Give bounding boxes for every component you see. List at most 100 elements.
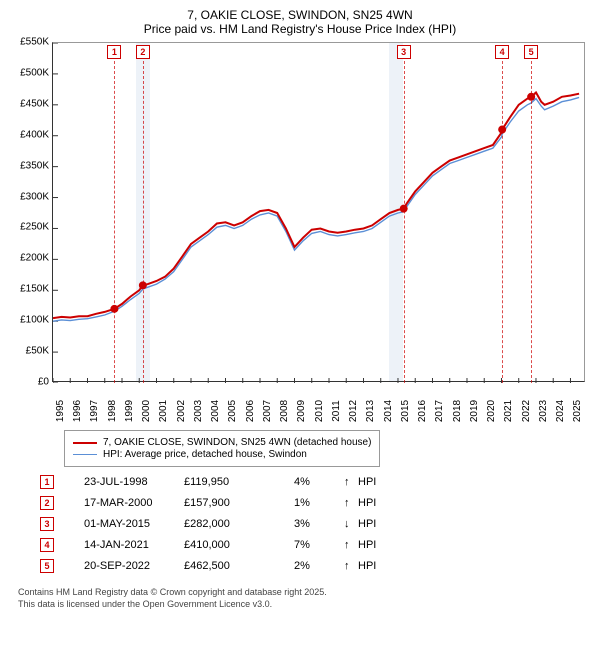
transaction-row: 414-JAN-2021£410,0007%↑HPI <box>40 538 590 552</box>
x-tick-label: 2000 <box>141 400 152 422</box>
x-tick-label: 2010 <box>314 400 325 422</box>
y-tick-label: £400K <box>20 129 49 140</box>
x-tick-label: 2006 <box>245 400 256 422</box>
x-tick-label: 2016 <box>417 400 428 422</box>
footer-line-2: This data is licensed under the Open Gov… <box>18 599 590 611</box>
x-tick-label: 2017 <box>434 400 445 422</box>
y-tick-label: £100K <box>20 315 49 326</box>
tx-hpi-label: HPI <box>358 539 388 551</box>
x-tick-label: 2001 <box>158 400 169 422</box>
legend-item: HPI: Average price, detached house, Swin… <box>73 449 371 460</box>
y-tick-label: £250K <box>20 222 49 233</box>
x-axis: 1995199619971998199920002001200220032004… <box>52 385 585 422</box>
transaction-row: 520-SEP-2022£462,5002%↑HPI <box>40 559 590 573</box>
chart-area: £0£50K£100K£150K£200K£250K£300K£350K£400… <box>10 42 590 422</box>
tx-date: 14-JAN-2021 <box>54 539 184 551</box>
tx-price: £282,000 <box>184 518 294 530</box>
x-tick-label: 2013 <box>365 400 376 422</box>
tx-date: 01-MAY-2015 <box>54 518 184 530</box>
x-tick-label: 1998 <box>107 400 118 422</box>
tx-pct: 7% <box>294 539 344 551</box>
chart-svg <box>53 43 586 383</box>
x-tick-label: 2003 <box>193 400 204 422</box>
transaction-row: 123-JUL-1998£119,9504%↑HPI <box>40 475 590 489</box>
x-tick-label: 2009 <box>296 400 307 422</box>
tx-number-box: 5 <box>40 559 54 573</box>
x-tick-label: 2019 <box>469 400 480 422</box>
title-line-2: Price paid vs. HM Land Registry's House … <box>10 22 590 36</box>
x-tick-label: 2011 <box>331 400 342 422</box>
tx-arrow-icon: ↑ <box>344 539 358 551</box>
tx-date: 23-JUL-1998 <box>54 476 184 488</box>
tx-pct: 1% <box>294 497 344 509</box>
y-tick-label: £500K <box>20 67 49 78</box>
tx-number-box: 3 <box>40 517 54 531</box>
tx-hpi-label: HPI <box>358 560 388 572</box>
legend-swatch <box>73 442 97 444</box>
plot-area: 12345 <box>52 42 585 382</box>
tx-number-box: 4 <box>40 538 54 552</box>
x-tick-label: 1997 <box>89 400 100 422</box>
y-tick-label: £150K <box>20 284 49 295</box>
tx-price: £157,900 <box>184 497 294 509</box>
transaction-row: 217-MAR-2000£157,9001%↑HPI <box>40 496 590 510</box>
marker-box-4: 4 <box>495 45 509 59</box>
y-tick-label: £200K <box>20 253 49 264</box>
tx-number-box: 2 <box>40 496 54 510</box>
x-tick-label: 2015 <box>400 400 411 422</box>
x-tick-label: 2012 <box>348 400 359 422</box>
y-tick-label: £0 <box>38 377 49 388</box>
x-tick-label: 2005 <box>227 400 238 422</box>
tx-number-box: 1 <box>40 475 54 489</box>
x-tick-label: 2023 <box>538 400 549 422</box>
y-tick-label: £450K <box>20 98 49 109</box>
y-tick-label: £550K <box>20 37 49 48</box>
tx-date: 20-SEP-2022 <box>54 560 184 572</box>
transaction-row: 301-MAY-2015£282,0003%↓HPI <box>40 517 590 531</box>
tx-date: 17-MAR-2000 <box>54 497 184 509</box>
x-tick-label: 2025 <box>572 400 583 422</box>
legend-label: 7, OAKIE CLOSE, SWINDON, SN25 4WN (detac… <box>103 437 371 448</box>
tx-pct: 3% <box>294 518 344 530</box>
x-tick-label: 2022 <box>521 400 532 422</box>
legend-swatch <box>73 454 97 455</box>
y-tick-label: £350K <box>20 160 49 171</box>
x-tick-label: 2007 <box>262 400 273 422</box>
x-tick-label: 1999 <box>124 400 135 422</box>
legend-label: HPI: Average price, detached house, Swin… <box>103 449 307 460</box>
x-tick-label: 1996 <box>72 400 83 422</box>
legend-item: 7, OAKIE CLOSE, SWINDON, SN25 4WN (detac… <box>73 437 371 448</box>
marker-box-5: 5 <box>524 45 538 59</box>
x-tick-label: 2014 <box>383 400 394 422</box>
x-tick-label: 1995 <box>55 400 66 422</box>
marker-box-1: 1 <box>107 45 121 59</box>
tx-hpi-label: HPI <box>358 497 388 509</box>
tx-price: £119,950 <box>184 476 294 488</box>
tx-arrow-icon: ↓ <box>344 518 358 530</box>
tx-price: £462,500 <box>184 560 294 572</box>
transaction-table: 123-JUL-1998£119,9504%↑HPI217-MAR-2000£1… <box>40 475 590 573</box>
footer-line-1: Contains HM Land Registry data © Crown c… <box>18 587 590 599</box>
marker-line <box>143 61 144 383</box>
x-tick-label: 2002 <box>176 400 187 422</box>
x-tick-label: 2021 <box>503 400 514 422</box>
tx-arrow-icon: ↑ <box>344 476 358 488</box>
y-axis: £0£50K£100K£150K£200K£250K£300K£350K£400… <box>10 42 52 382</box>
legend: 7, OAKIE CLOSE, SWINDON, SN25 4WN (detac… <box>64 430 380 467</box>
marker-line <box>502 61 503 383</box>
tx-pct: 4% <box>294 476 344 488</box>
tx-hpi-label: HPI <box>358 476 388 488</box>
x-tick-label: 2008 <box>279 400 290 422</box>
tx-arrow-icon: ↑ <box>344 560 358 572</box>
x-tick-label: 2024 <box>555 400 566 422</box>
marker-line <box>531 61 532 383</box>
marker-box-2: 2 <box>136 45 150 59</box>
x-tick-label: 2020 <box>486 400 497 422</box>
tx-pct: 2% <box>294 560 344 572</box>
title-line-1: 7, OAKIE CLOSE, SWINDON, SN25 4WN <box>10 8 590 22</box>
x-tick-label: 2018 <box>452 400 463 422</box>
chart-title: 7, OAKIE CLOSE, SWINDON, SN25 4WN Price … <box>10 8 590 36</box>
y-tick-label: £50K <box>26 346 49 357</box>
tx-hpi-label: HPI <box>358 518 388 530</box>
tx-arrow-icon: ↑ <box>344 497 358 509</box>
